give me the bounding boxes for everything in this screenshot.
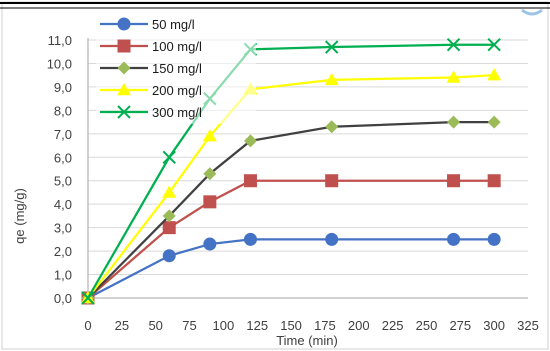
y-tick-label: 3,0 (54, 221, 72, 236)
data-point (203, 195, 217, 209)
data-point (325, 120, 339, 134)
data-point (325, 232, 339, 246)
legend-label: 300 mg/l (152, 105, 202, 120)
data-point (487, 68, 502, 81)
data-point (447, 174, 461, 188)
x-axis-ticks: 0 25 50 75 100 125 150 175 200 225 250 275 300 325 (84, 318, 538, 333)
data-point (487, 115, 501, 129)
y-tick-label: 10,0 (47, 56, 72, 71)
x-tick-label: 200 (348, 318, 370, 333)
x-tick-label: 50 (148, 318, 162, 333)
legend-item: 100 mg/l (100, 39, 202, 54)
x-tick-label: 75 (182, 318, 196, 333)
data-point (243, 232, 257, 246)
data-point (203, 167, 217, 181)
y-tick-label: 5,0 (54, 174, 72, 189)
data-point (324, 40, 339, 54)
x-tick-label: 250 (416, 318, 438, 333)
data-point (203, 237, 217, 251)
x-axis-title: Time (min) (276, 333, 338, 348)
data-point (243, 174, 257, 188)
legend-item: 200 mg/l (100, 83, 202, 98)
legend-item: 50 mg/l (100, 17, 195, 32)
legend-swatch-marker (117, 105, 131, 119)
x-tick-label: 175 (314, 318, 336, 333)
y-tick-label: 8,0 (54, 103, 72, 118)
x-tick-label: 325 (517, 318, 539, 333)
data-point (487, 232, 501, 246)
data-point (487, 37, 501, 52)
legend-swatch-marker (117, 61, 131, 75)
data-point (202, 129, 217, 142)
x-tick-label: 125 (246, 318, 268, 333)
data-point (162, 185, 177, 198)
data-point (162, 221, 176, 235)
axes (87, 38, 528, 299)
legend-swatch-marker (117, 39, 131, 53)
y-tick-label: 4,0 (54, 197, 72, 212)
x-tick-label: 225 (382, 318, 404, 333)
data-point (447, 115, 461, 129)
y-axis-title: qe (mg/g) (12, 188, 27, 244)
y-tick-label: 11,0 (48, 33, 72, 48)
legend-label: 150 mg/l (152, 61, 202, 76)
x-tick-label: 0 (84, 318, 91, 333)
y-tick-label: 7,0 (54, 127, 72, 142)
y-tick-label: 6,0 (54, 150, 72, 165)
legend-label: 100 mg/l (152, 39, 202, 54)
legend-swatch-marker (117, 17, 131, 31)
data-point (487, 174, 501, 188)
data-point (162, 150, 176, 164)
data-point (446, 37, 461, 52)
legend-label: 200 mg/l (152, 83, 202, 98)
x-tick-label: 275 (449, 318, 471, 333)
y-tick-label: 0,0 (54, 291, 72, 306)
x-tick-label: 25 (115, 318, 129, 333)
data-point (162, 209, 176, 223)
legend: 50 mg/l 100 mg/l 150 mg/l 200 mg/l 300 mg/l (96, 12, 256, 124)
legend-swatch-marker (117, 83, 131, 96)
y-axis-ticks: 0,0 1,0 2,0 3,0 4,0 5,0 6,0 7,0 8,0 9,0 10,0 11,0 (47, 33, 72, 306)
legend-item: 300 mg/l (100, 105, 202, 120)
legend-label: 50 mg/l (152, 17, 195, 32)
legend-item: 150 mg/l (100, 61, 202, 76)
data-point (447, 232, 461, 246)
data-point (325, 174, 339, 188)
y-tick-label: 2,0 (54, 244, 72, 259)
data-point (324, 72, 339, 86)
data-point (81, 291, 95, 305)
data-point (446, 70, 461, 83)
y-tick-label: 1,0 (54, 268, 72, 283)
y-tick-label: 9,0 (54, 80, 72, 95)
data-point (243, 134, 257, 148)
x-tick-label: 150 (280, 318, 302, 333)
data-point (162, 249, 176, 263)
x-tick-label: 300 (483, 318, 505, 333)
emblem-icon (521, 8, 543, 16)
x-tick-label: 100 (213, 318, 235, 333)
